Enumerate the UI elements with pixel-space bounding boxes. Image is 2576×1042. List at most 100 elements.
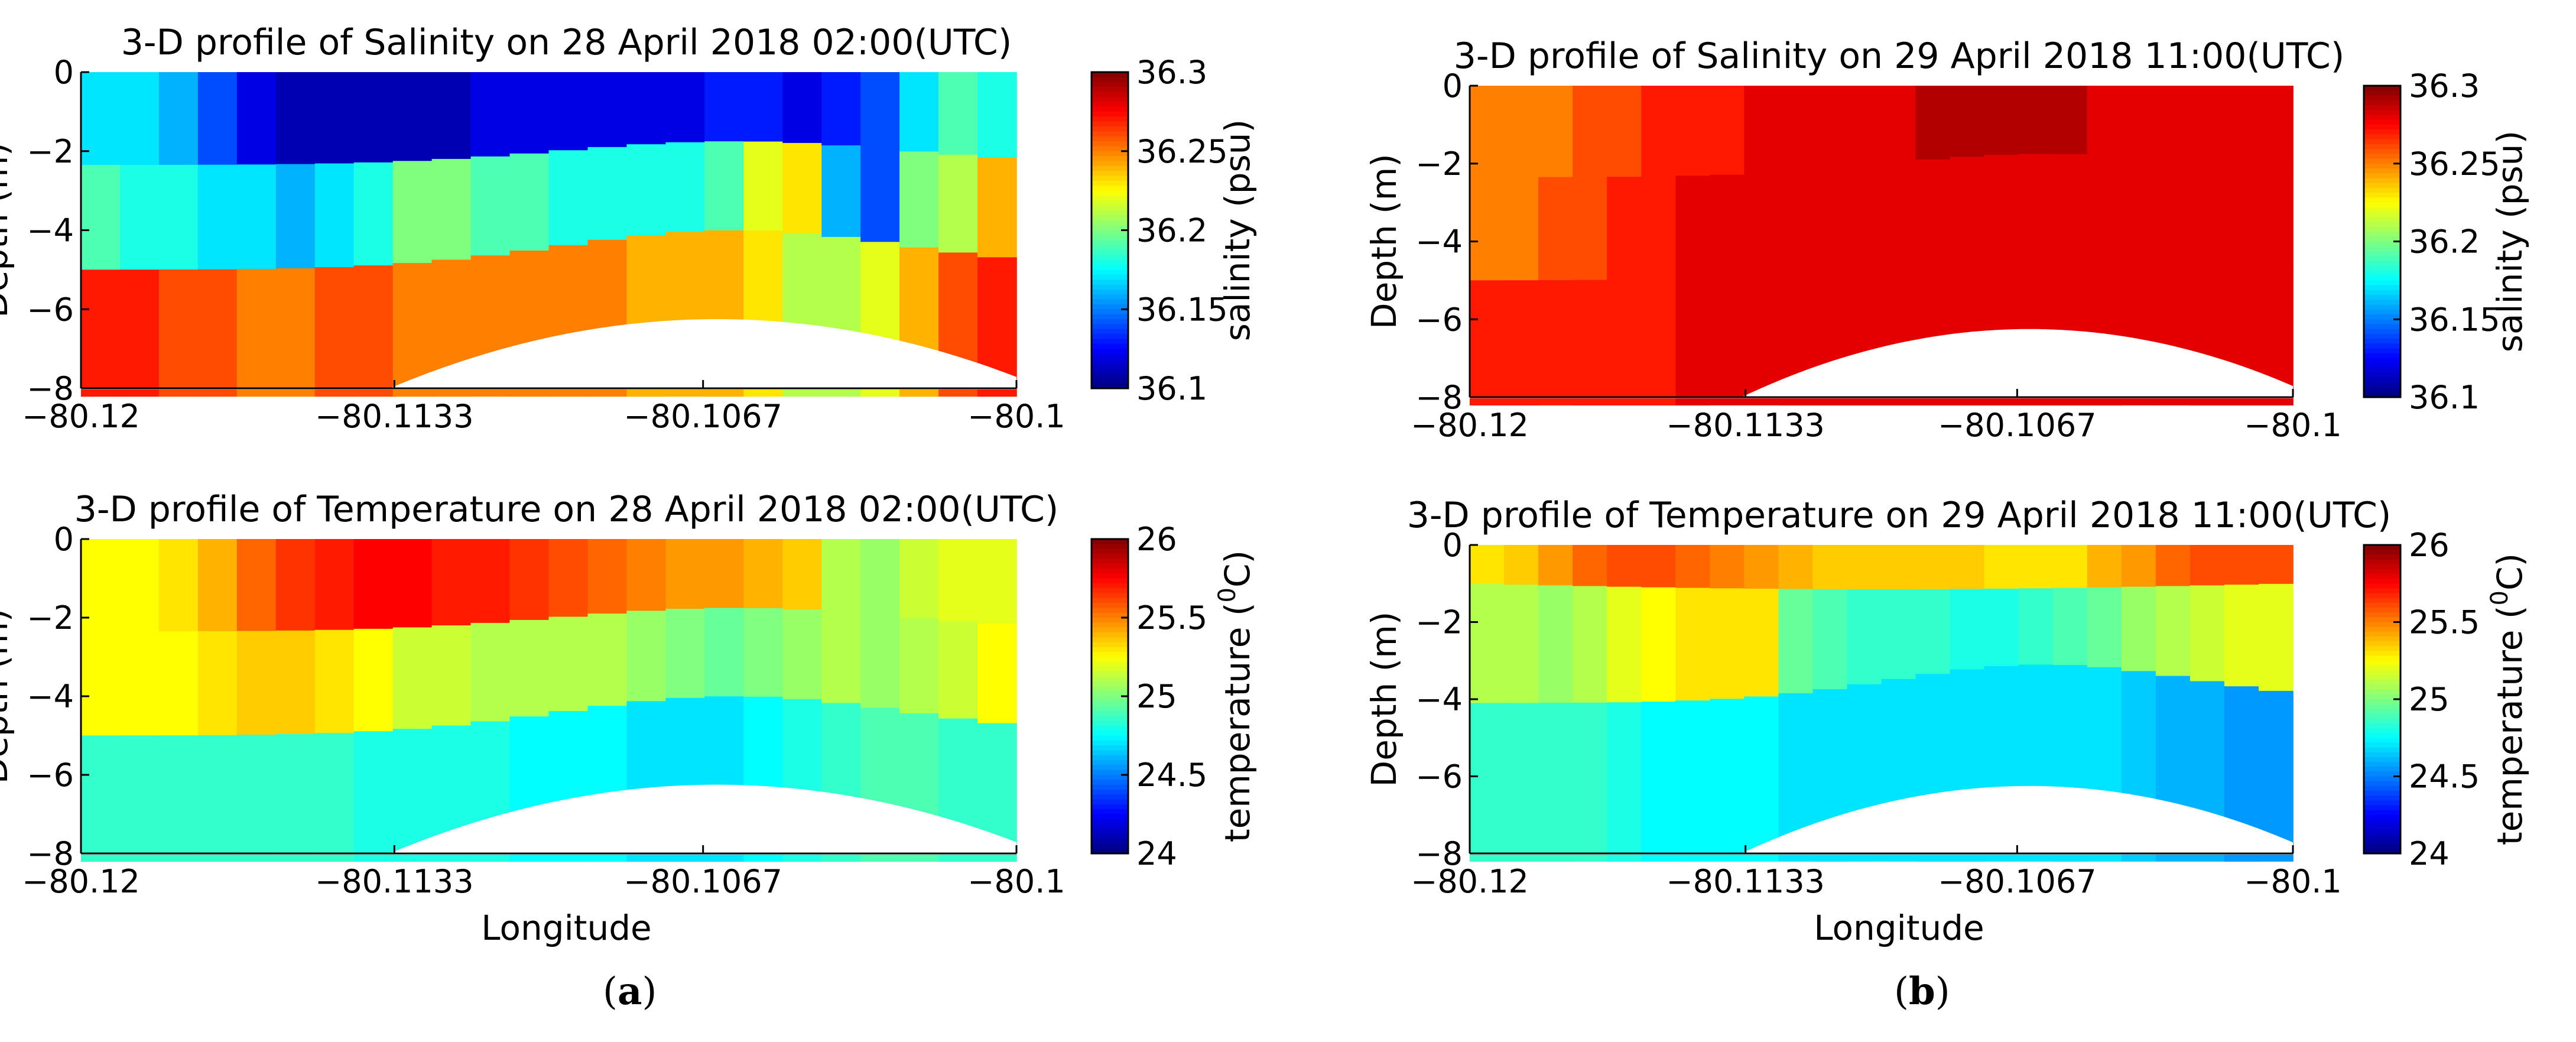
heatmap-cell [81, 165, 121, 271]
heatmap-cell [2018, 154, 2054, 242]
heatmap-cell [899, 539, 939, 619]
colorbar-segment [1092, 598, 1128, 603]
colorbar-segment [2364, 680, 2400, 686]
colorbar-segment [1092, 249, 1128, 256]
y-axis-label: Depth (m) [1364, 154, 1404, 329]
colorbar-segment [2364, 829, 2400, 835]
heatmap-cell [353, 628, 394, 732]
colorbar-segment [2364, 124, 2400, 130]
colorbar-tick-label: 36.25 [1136, 133, 1228, 170]
heatmap-cell [431, 158, 472, 261]
heatmap-cell [314, 72, 355, 164]
x-tick-label: −80.12 [22, 398, 140, 435]
y-axis: 0 −2 −4 −6 −8 [1415, 67, 1478, 416]
heatmap-cell [587, 539, 628, 614]
y-axis-label: Depth (m) [1364, 612, 1404, 787]
heatmap-cell [1573, 280, 1607, 405]
colorbar-segment [2364, 232, 2400, 237]
x-axis: −80.12 −80.1133 −80.1067 −80.1 [22, 845, 1066, 900]
y-tick-label: −2 [27, 133, 74, 170]
heatmap-cell [1881, 163, 1916, 257]
y-tick-label: −2 [1415, 145, 1463, 183]
heatmap-cell [236, 72, 277, 165]
seabed-mask [81, 319, 1016, 389]
colorbar-segment [1092, 190, 1128, 196]
chart-salinity-28-april: 3-D profile of Salinity on 28 April 2018… [0, 22, 1258, 435]
heatmap-cell [1573, 545, 1607, 587]
colorbar-segment [1092, 731, 1128, 736]
panel-label-a-letter: a [617, 969, 642, 1014]
colorbar-segment [1092, 784, 1128, 790]
heatmap-cell [353, 265, 394, 397]
colorbar-segment [2364, 569, 2400, 574]
colorbar-segment [1092, 265, 1128, 271]
chart-temperature-29-april: 3-D profile of Temperature on 29 April 2… [1364, 495, 2530, 948]
colorbar-segment [1092, 106, 1128, 112]
heatmap-cell [2224, 86, 2259, 168]
heatmap-cell [392, 539, 433, 628]
heatmap-cell [704, 539, 745, 609]
colorbar-segment [1092, 210, 1128, 216]
heatmap-cell [821, 612, 861, 704]
colorbar-segment [1092, 691, 1128, 697]
heatmap-cell [1950, 86, 1985, 158]
colorbar-segment [2364, 848, 2400, 854]
heatmap-cell [1538, 86, 1573, 178]
colorbar-segment [2364, 564, 2400, 570]
colorbar-tick-label: 24.5 [2409, 758, 2480, 796]
heatmap-cell [1881, 589, 1916, 680]
y-tick-label: −4 [1415, 681, 1463, 718]
colorbar-segment [2364, 339, 2400, 345]
heatmap-cell [1470, 583, 1505, 704]
colorbar-segment [1092, 593, 1128, 599]
heatmap-cell [1710, 588, 1745, 700]
colorbar-segment [1092, 804, 1128, 810]
heatmap-cell [1470, 177, 1505, 281]
colorbar-segment [1092, 270, 1128, 275]
colorbar-segment [2364, 110, 2400, 116]
colorbar-segment [2364, 129, 2400, 135]
colorbar-segment [2364, 304, 2400, 310]
colorbar-segment [2364, 90, 2400, 96]
panel-label-b-open: ( [1894, 970, 1909, 1014]
heatmap-cell [1470, 703, 1505, 862]
colorbar-segment [2364, 573, 2400, 579]
heatmap-cell [1538, 545, 1573, 586]
heatmap-cell [81, 631, 121, 736]
heatmap-cell [236, 735, 277, 862]
colorbar-segment [2364, 392, 2400, 398]
heatmap-cell [158, 631, 199, 736]
colorbar-segment [2364, 295, 2400, 301]
x-tick-label: −80.12 [22, 863, 140, 900]
colorbar-segment [1092, 706, 1128, 712]
colorbar-segment [2364, 105, 2400, 111]
heatmap-cell [899, 151, 939, 248]
heatmap-cell [1538, 585, 1573, 703]
heatmap-cell [197, 631, 238, 736]
colorbar-segment [1092, 568, 1128, 574]
heatmap-cell [1744, 696, 1779, 862]
panel-label-b-letter: b [1908, 969, 1935, 1014]
colorbar-tick-label: 36.3 [1136, 54, 1207, 91]
colorbar-tick-label: 36.15 [1136, 291, 1228, 328]
colorbar-tick-label: 25 [1136, 678, 1177, 715]
colorbar-segment [2364, 752, 2400, 758]
colorbar-segment [2364, 637, 2400, 642]
heatmap-cell [197, 735, 238, 862]
heatmap-cell [197, 539, 238, 632]
heatmap-cell [548, 150, 589, 246]
heatmap-cell [821, 145, 861, 238]
heatmap-cell [2121, 158, 2156, 249]
heatmap-cell [704, 608, 745, 697]
heatmap-cell [1778, 171, 1814, 271]
chart-title: 3-D profile of Salinity on 28 April 2018… [121, 22, 1012, 63]
colorbar-segment [2364, 728, 2400, 733]
heatmap-cell [1573, 177, 1607, 281]
heatmap-cell [236, 539, 277, 632]
colorbar-segment [1092, 186, 1128, 191]
heatmap-cell [81, 735, 121, 862]
colorbar-tick-label: 36.2 [2409, 223, 2480, 261]
colorbar-segment [1092, 667, 1128, 673]
colorbar-segment [2364, 622, 2400, 628]
colorbar-segment [2364, 631, 2400, 637]
